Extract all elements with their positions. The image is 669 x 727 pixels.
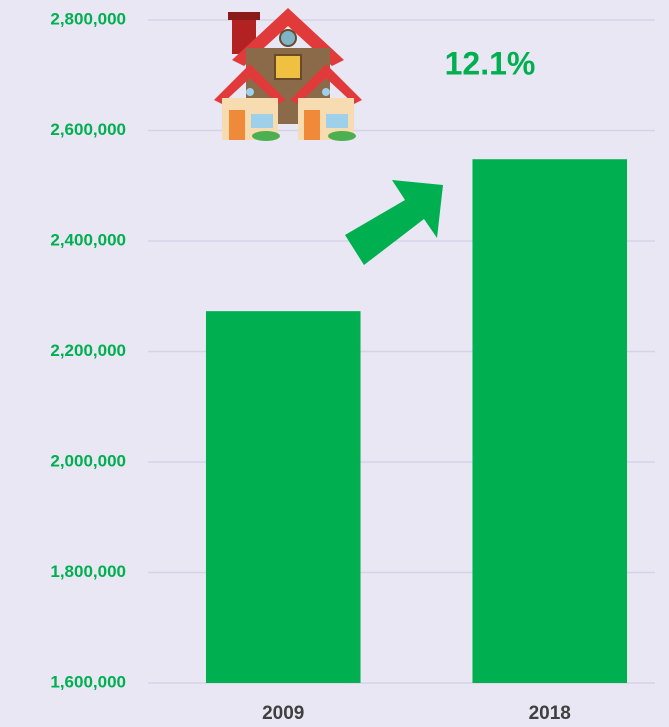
y-tick-label: 2,400,000: [50, 230, 126, 249]
x-tick-label: 2018: [529, 703, 571, 724]
chart: 12.1% 1,600,000 1,800,000 2,000,000 2,200,0…: [0, 0, 669, 727]
x-tick-label: 2009: [262, 703, 304, 724]
y-tick-label: 2,800,000: [50, 9, 126, 28]
y-tick-label: 2,600,000: [50, 120, 126, 139]
y-tick-label: 2,000,000: [50, 451, 126, 470]
y-tick-label: 1,800,000: [50, 562, 126, 581]
y-tick-label: 2,200,000: [50, 341, 126, 360]
bar: [472, 159, 627, 683]
annotation: 12.1%: [445, 45, 536, 81]
bar: [206, 311, 361, 683]
y-tick-label: 1,600,000: [50, 672, 126, 691]
